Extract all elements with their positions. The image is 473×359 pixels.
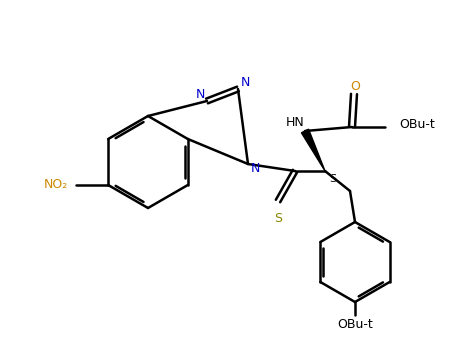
Text: HN: HN (286, 116, 304, 129)
Text: N: N (240, 75, 250, 89)
Text: S: S (274, 213, 282, 225)
Text: OBu-t: OBu-t (399, 118, 435, 131)
Text: N: N (195, 88, 205, 101)
Text: O: O (350, 79, 360, 93)
Polygon shape (301, 129, 325, 171)
Text: S: S (329, 174, 337, 184)
Text: OBu-t: OBu-t (337, 318, 373, 331)
Text: NO₂: NO₂ (44, 178, 68, 191)
Text: N: N (250, 163, 260, 176)
